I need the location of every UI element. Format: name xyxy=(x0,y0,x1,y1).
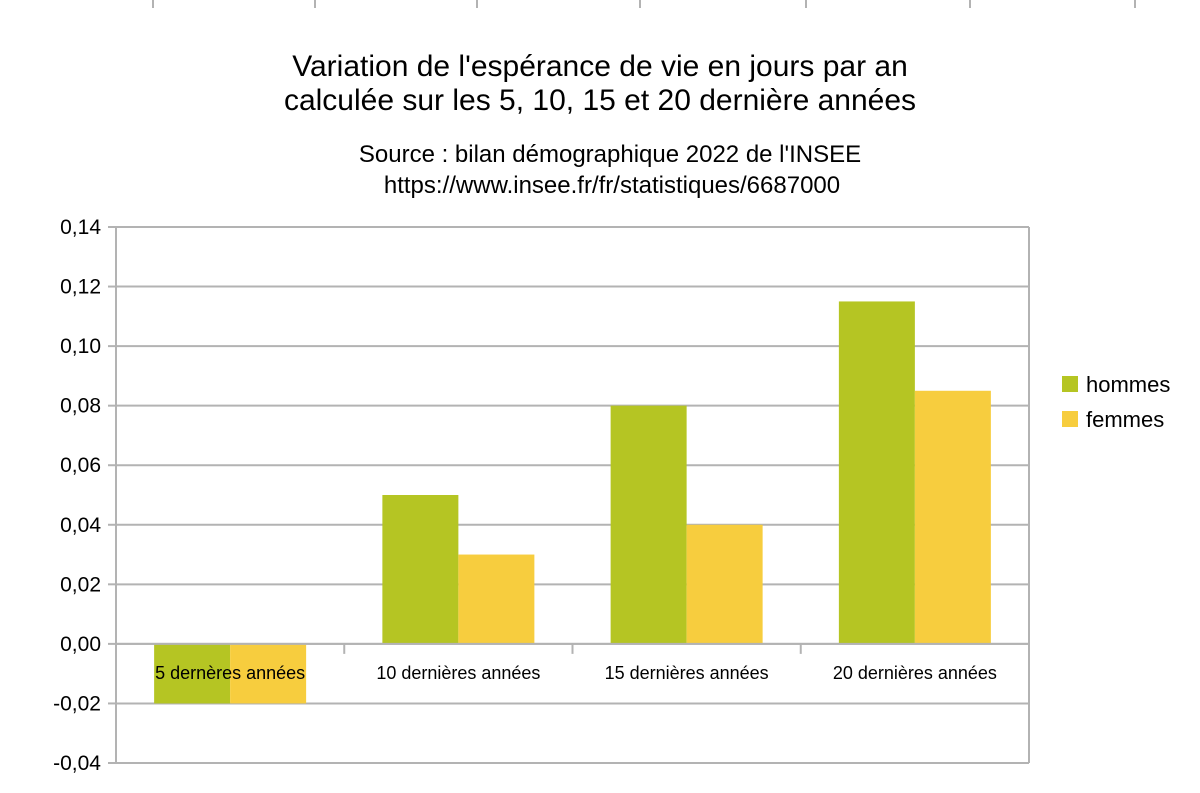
y-tick-label: 0,00 xyxy=(60,633,101,656)
chart-title-line-2: calculée sur les 5, 10, 15 et 20 dernièr… xyxy=(284,84,916,117)
y-tick-label: 0,02 xyxy=(60,573,101,596)
y-tick-label: 0,04 xyxy=(60,514,101,537)
bar-femmes xyxy=(458,554,535,644)
bar-femmes xyxy=(686,524,763,644)
y-tick-label: -0,02 xyxy=(53,692,101,715)
bar-femmes xyxy=(914,390,991,644)
y-tick-label: -0,04 xyxy=(53,752,101,775)
top-edge-ticks xyxy=(152,0,1136,8)
chart-title-line-1: Variation de l'espérance de vie en jours… xyxy=(292,50,908,83)
bar-hommes xyxy=(838,301,915,644)
chart-subtitle-line-1: Source : bilan démographique 2022 de l'I… xyxy=(359,141,861,168)
y-tick-label: 0,12 xyxy=(60,276,101,299)
bar-hommes xyxy=(154,643,231,704)
x-category-label: 20 dernières années xyxy=(833,663,997,683)
bar-femmes xyxy=(230,643,307,704)
y-tick-label: 0,14 xyxy=(60,216,101,239)
legend-label-femmes: femmes xyxy=(1086,407,1164,432)
x-category-label: 5 dernères années xyxy=(155,663,305,683)
legend-label-hommes: hommes xyxy=(1086,372,1170,397)
x-category-labels: 5 dernères années 10 dernières années 15 d… xyxy=(155,663,997,683)
y-tick-label: 0,06 xyxy=(60,454,101,477)
y-tick-label: 0,10 xyxy=(60,335,101,358)
y-tick-labels: 0,14 0,12 0,10 0,08 0,06 0,04 0,02 0,00 -0,02 -0,… xyxy=(53,216,101,775)
bar-hommes xyxy=(610,405,687,644)
legend-swatch-femmes xyxy=(1062,411,1078,427)
x-category-label: 10 dernières années xyxy=(376,663,540,683)
y-tick-label: 0,08 xyxy=(60,395,101,418)
axes xyxy=(108,226,1030,764)
legend-swatch-hommes xyxy=(1062,376,1078,392)
chart-subtitle-line-2: https://www.insee.fr/fr/statistiques/668… xyxy=(384,172,840,199)
x-category-label: 15 dernières années xyxy=(605,663,769,683)
bar-hommes xyxy=(382,495,459,644)
bars xyxy=(154,301,991,704)
legend: hommes femmes xyxy=(1062,372,1170,432)
